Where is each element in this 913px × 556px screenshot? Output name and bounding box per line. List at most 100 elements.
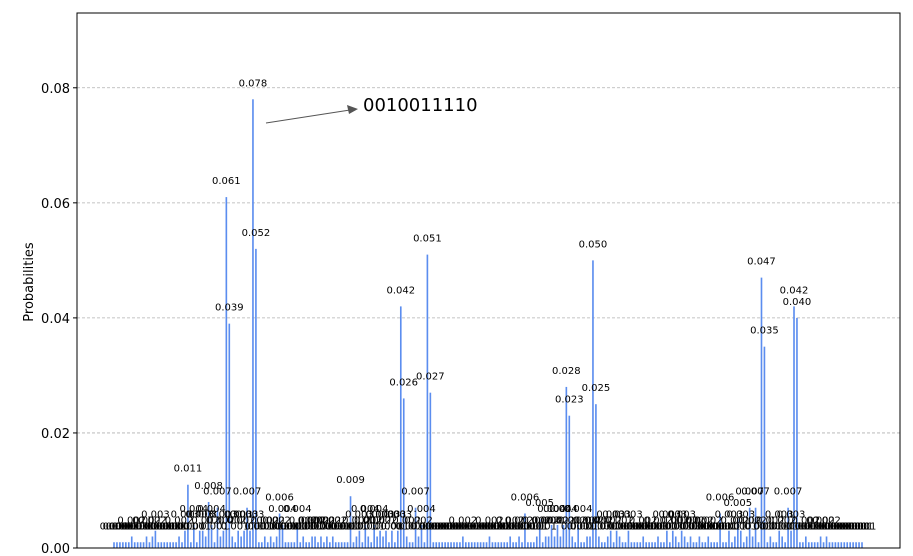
bar	[261, 542, 263, 548]
bar-value-label: 0.001	[570, 521, 599, 532]
bar	[447, 542, 449, 548]
bar-value-label: 0.002	[644, 515, 673, 526]
bar	[163, 542, 166, 548]
bar-value-label: 0.002	[318, 515, 347, 526]
bar	[739, 530, 742, 548]
bar-value-label: 0.003	[209, 510, 238, 521]
bar	[482, 542, 485, 548]
bar-value-label: 0.023	[555, 395, 584, 406]
bar	[266, 542, 269, 548]
bar	[340, 542, 343, 548]
bar-value-label: 0.001	[827, 521, 856, 532]
bar-value-label: 0.001	[100, 521, 129, 532]
bar	[834, 542, 837, 548]
bar	[157, 542, 160, 548]
bar	[142, 542, 145, 548]
bar	[852, 542, 854, 548]
bar-value-label: 0.001	[425, 521, 454, 532]
bar	[518, 536, 520, 548]
bar	[198, 530, 201, 548]
bar-value-label: 0.001	[815, 521, 844, 532]
bar-value-label: 0.001	[712, 521, 741, 532]
bar-value-label: 0.003	[384, 510, 413, 521]
bar	[435, 542, 438, 548]
bar	[657, 536, 659, 548]
bar-value-label: 0.002	[812, 515, 841, 526]
bar	[479, 542, 482, 548]
bar	[802, 542, 804, 548]
bar-value-label: 0.001	[245, 521, 274, 532]
bar-value-label: 0.007	[401, 487, 430, 498]
bar	[361, 542, 364, 548]
bar	[388, 542, 390, 548]
bar	[444, 542, 446, 548]
bar	[364, 524, 367, 548]
bar	[326, 536, 328, 548]
bar	[391, 530, 393, 548]
bar	[533, 542, 535, 548]
bar	[719, 513, 721, 548]
bar	[731, 542, 733, 548]
bar	[583, 542, 585, 548]
bar	[423, 542, 426, 548]
bar-value-label: 0.001	[842, 521, 871, 532]
bar	[394, 542, 396, 548]
bar-value-label: 0.007	[203, 487, 232, 498]
bar	[580, 542, 582, 548]
bar-value-label: 0.001	[437, 521, 466, 532]
bar	[125, 542, 127, 548]
bar	[467, 542, 470, 548]
bar	[358, 530, 361, 548]
bar	[586, 536, 588, 548]
bar-value-label: 0.002	[573, 515, 602, 526]
y-tick-label: 0.02	[41, 427, 70, 442]
bar	[639, 542, 642, 548]
bar	[837, 542, 840, 548]
bar-value-label: 0.003	[224, 510, 253, 521]
bar-value-label: 0.001	[697, 521, 726, 532]
bar-value-label: 0.001	[833, 521, 862, 532]
bar	[796, 317, 798, 548]
bar	[763, 346, 766, 548]
bar	[243, 530, 245, 548]
bar	[216, 507, 219, 548]
bar-value-label: 0.025	[582, 383, 611, 394]
bar-value-label: 0.003	[372, 510, 401, 521]
bar	[636, 542, 639, 548]
bar-value-label: 0.001	[759, 521, 788, 532]
bar	[722, 542, 724, 548]
bar-value-label: 0.003	[596, 510, 625, 521]
bar	[707, 536, 710, 548]
bar-value-label: 0.003	[777, 510, 806, 521]
bar	[618, 536, 621, 548]
bar-value-label: 0.001	[803, 521, 832, 532]
bar-value-label: 0.001	[200, 521, 229, 532]
bar-value-label: 0.001	[709, 521, 738, 532]
bar-value-label: 0.002	[363, 515, 392, 526]
bar	[252, 99, 254, 548]
bar-value-label: 0.001	[123, 521, 152, 532]
bar	[355, 536, 358, 548]
bar-value-label: 0.001	[280, 521, 309, 532]
bar-value-label: 0.001	[700, 521, 729, 532]
bar-value-label: 0.001	[295, 521, 324, 532]
bar-value-label: 0.001	[434, 521, 463, 532]
bar	[290, 542, 293, 548]
bar	[417, 536, 420, 548]
bar-value-label: 0.001	[466, 521, 495, 532]
bar-value-label: 0.003	[141, 510, 170, 521]
bar-value-label: 0.001	[561, 521, 590, 532]
bar-value-label: 0.001	[650, 521, 679, 532]
bar	[184, 530, 186, 548]
bar	[308, 542, 310, 548]
bar	[213, 542, 216, 548]
bar	[627, 530, 630, 548]
bar	[716, 542, 718, 548]
bar-value-label: 0.004	[543, 504, 572, 515]
bar-value-label: 0.002	[191, 515, 220, 526]
bar	[234, 542, 237, 548]
bar	[225, 197, 228, 548]
bar-value-label: 0.001	[771, 521, 800, 532]
bar-value-label: 0.002	[475, 515, 504, 526]
bar-value-label: 0.028	[552, 366, 581, 377]
